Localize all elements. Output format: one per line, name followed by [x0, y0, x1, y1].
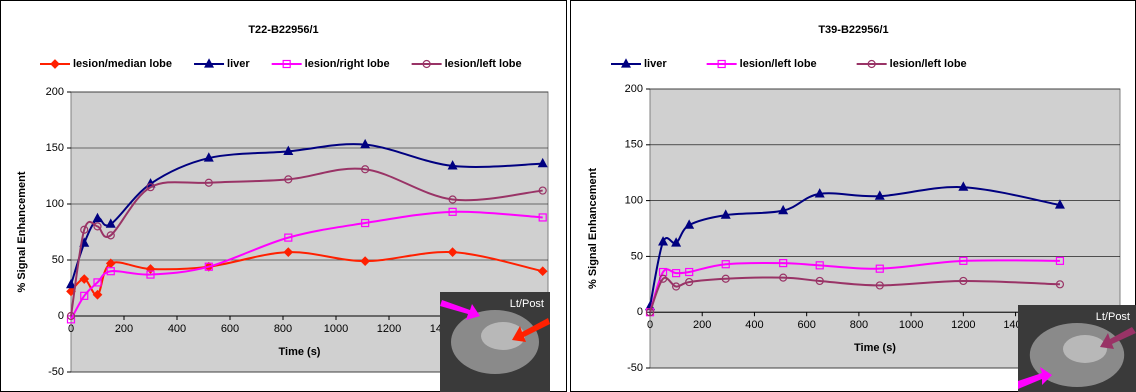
y-tick-label: 200: [46, 86, 64, 98]
legend-label: lesion/left lobe: [740, 58, 817, 70]
y-tick-label: -50: [48, 366, 64, 378]
y-tick-label: 100: [625, 195, 643, 207]
inset-tissue: [1063, 335, 1107, 363]
inset-image: Lt/Post: [1018, 305, 1136, 392]
screenshot: T22-B22956/1 -50 0 50 100 150 200 0 200 400 600 800…: [0, 0, 1136, 392]
x-tick-label: 200: [693, 319, 711, 331]
x-tick-label: 200: [115, 323, 133, 335]
y-tick-label: 200: [625, 83, 643, 95]
x-tick-label: 0: [647, 319, 653, 331]
y-tick-label: 50: [631, 250, 643, 262]
chart-title: T39-B22956/1: [818, 24, 888, 36]
legend-label: lesion/left lobe: [890, 58, 967, 70]
y-tick-label: 0: [58, 310, 64, 322]
legend-label: liver: [227, 58, 250, 70]
x-tick-label: 1200: [951, 319, 975, 331]
x-axis-title: Time (s): [279, 346, 321, 358]
y-axis-title: % Signal Enhancement: [16, 171, 28, 292]
x-tick-label: 800: [274, 323, 292, 335]
legend-label: lesion/right lobe: [305, 58, 390, 70]
y-tick-label: 150: [46, 142, 64, 154]
legend-label: lesion/median lobe: [73, 58, 172, 70]
y-tick-label: 0: [637, 306, 643, 318]
x-tick-label: 400: [168, 323, 186, 335]
x-tick-label: 0: [68, 323, 74, 335]
chart-title: T22-B22956/1: [248, 24, 318, 36]
inset-label: Lt/Post: [1096, 311, 1130, 323]
y-tick-label: 100: [46, 198, 64, 210]
x-tick-label: 1000: [324, 323, 348, 335]
x-tick-label: 600: [221, 323, 239, 335]
x-tick-label: 1000: [899, 319, 923, 331]
x-tick-label: 800: [850, 319, 868, 331]
x-axis-title: Time (s): [854, 342, 896, 354]
inset-image: Lt/Post: [440, 292, 550, 392]
x-tick-label: 400: [745, 319, 763, 331]
inset-label: Lt/Post: [510, 298, 544, 310]
x-tick-label: 1200: [377, 323, 401, 335]
y-tick-label: 150: [625, 139, 643, 151]
legend-label: lesion/left lobe: [445, 58, 522, 70]
y-tick-label: -50: [627, 362, 643, 374]
y-tick-label: 50: [52, 254, 64, 266]
x-tick-label: 600: [797, 319, 815, 331]
legend-label: liver: [644, 58, 667, 70]
y-axis-title: % Signal Enhancement: [587, 168, 599, 289]
